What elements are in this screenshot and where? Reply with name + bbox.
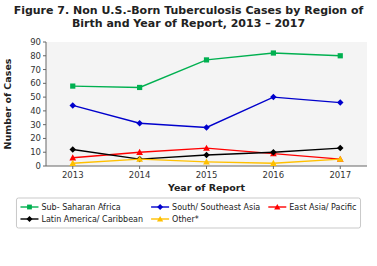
point (136, 120, 143, 127)
point (137, 85, 142, 90)
point (338, 53, 343, 58)
legend-label: Latin America/ Caribbean (41, 215, 143, 224)
legend-label: Sub- Saharan Africa (41, 203, 120, 212)
point (70, 146, 77, 153)
legend-marker (27, 205, 32, 210)
chart: Figure 7. Non U.S.-Born Tuberculosis Cas… (0, 0, 377, 266)
point (337, 145, 344, 152)
y-tick-label: 40 (30, 106, 41, 116)
y-tick-label: 80 (30, 51, 41, 61)
legend: Sub- Saharan Africa South/ Southeast Asia… (16, 198, 360, 228)
point (271, 50, 276, 55)
background (0, 0, 377, 266)
plot-area (46, 42, 367, 166)
point (270, 149, 277, 156)
point (203, 124, 210, 131)
y-axis-line (46, 42, 47, 166)
title: Figure 7. Non U.S.-Born Tuberculosis Cas… (14, 4, 364, 17)
point (69, 154, 76, 160)
y-tick-label: 0 (36, 161, 41, 171)
point (337, 156, 344, 162)
legend-marker (157, 216, 163, 222)
x-tick-label: 2013 (62, 170, 84, 180)
legend-marker (157, 204, 163, 210)
x-tick-label: 2016 (263, 170, 285, 180)
series-line (73, 148, 341, 159)
title: Birth and Year of Report, 2013 – 2017 (72, 17, 305, 30)
legend-frame (16, 198, 360, 228)
point (136, 149, 143, 155)
y-tick-label: 20 (30, 133, 41, 143)
y-tick-label: 10 (30, 147, 41, 157)
point (203, 152, 210, 159)
legend-label: South/ Southeast Asia (172, 203, 260, 212)
x-tick-label: 2015 (196, 170, 218, 180)
y-axis-label: Number of Cases (2, 58, 13, 149)
point (70, 102, 77, 109)
point (337, 99, 344, 106)
series-line (73, 53, 341, 87)
series-line (73, 97, 341, 127)
y-tick-label: 30 (30, 120, 41, 130)
legend-label: East Asia/ Pacific (289, 203, 356, 212)
legend-label: Other* (172, 215, 199, 224)
y-tick-label: 60 (30, 78, 41, 88)
point (203, 145, 210, 151)
point (136, 156, 143, 162)
y-tick-label: 50 (30, 92, 41, 102)
y-tick-label: 90 (30, 37, 41, 47)
x-axis-label: Year of Report (167, 182, 246, 193)
plot-marks (69, 50, 343, 166)
point (203, 158, 210, 164)
x-tick-label: 2017 (329, 170, 351, 180)
x-axis-line (46, 166, 367, 167)
legend-marker (26, 216, 32, 222)
point (204, 57, 209, 62)
point (69, 160, 76, 166)
point (70, 83, 75, 88)
point (270, 94, 277, 101)
point (270, 160, 277, 166)
x-tick-label: 2014 (129, 170, 151, 180)
y-tick-label: 70 (30, 65, 41, 75)
legend-marker (274, 204, 280, 210)
